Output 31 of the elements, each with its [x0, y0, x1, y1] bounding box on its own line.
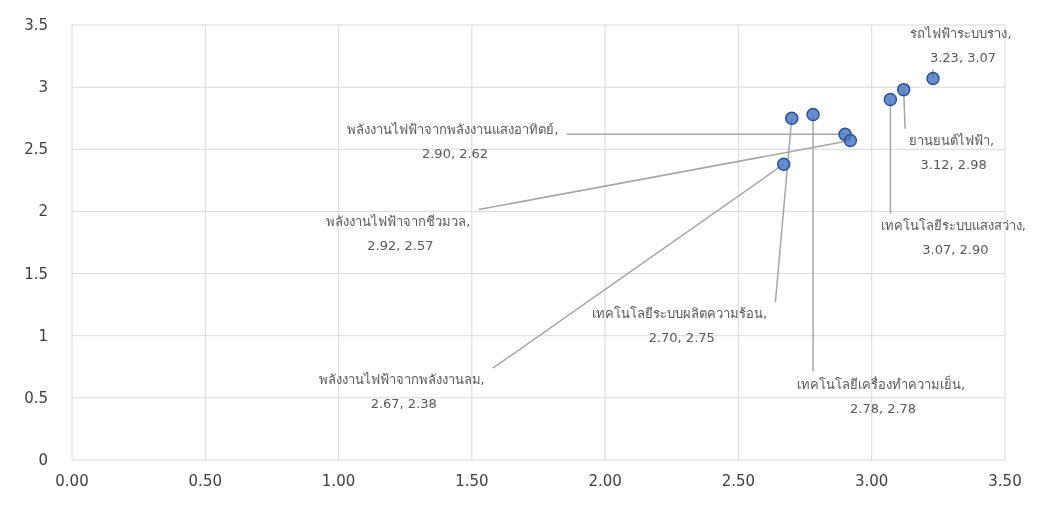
point	[926, 71, 940, 86]
annotation: พลังงานไฟฟ้าจากพลังงานแสงอาทิตย์, 2.90, 2.62	[347, 122, 563, 162]
y-tick-label: 2.5	[24, 140, 48, 159]
point	[777, 157, 791, 171]
annotation: เทคโนโลยีระบบผลิตความร้อน, 2.70, 2.75	[592, 306, 772, 346]
y-tick-label: 1	[38, 326, 48, 345]
x-tick-label: 2.50	[721, 472, 756, 490]
point	[843, 133, 858, 148]
y-tick-label: 0	[38, 451, 48, 469]
x-tick-label: 1.50	[455, 472, 489, 490]
y-tick-label: 3	[38, 78, 48, 97]
x-tick-label: 2.00	[588, 472, 622, 490]
point	[883, 92, 898, 107]
x-tick-label: 3.00	[855, 472, 889, 490]
annotation: พลังงานไฟฟ้าจากชีวมวล, 2.92, 2.57	[326, 213, 475, 253]
x-tick-label: 0.50	[188, 472, 222, 490]
y-tick-label: 0.5	[24, 388, 48, 407]
point	[896, 82, 911, 97]
point	[806, 107, 820, 122]
annotation: พลังงานไฟฟ้าจากพลังงานลม, 2.67, 2.38	[318, 372, 489, 412]
y-tick-label: 2	[38, 202, 48, 221]
annotation: ยานยนต์ไฟฟ้า, 3.12, 2.98	[909, 132, 999, 172]
x-tick-label: 1.00	[321, 472, 356, 490]
point	[784, 111, 799, 125]
annotation: รถไฟฟ้าระบบราง, 3.23, 3.07	[910, 26, 1016, 66]
annotation: เทคโนโลยีเครื่องทำความเย็น, 2.78, 2.78	[796, 375, 970, 417]
annotation: เทคโนโลยีระบบแสงสว่าง, 3.07, 2.90	[880, 217, 1031, 257]
x-tick-label: 3.50	[988, 472, 1022, 490]
y-tick-label: 1.5	[24, 264, 48, 283]
x-tick-label: 0.00	[55, 472, 89, 490]
y-tick-label: 3.5	[24, 16, 48, 34]
